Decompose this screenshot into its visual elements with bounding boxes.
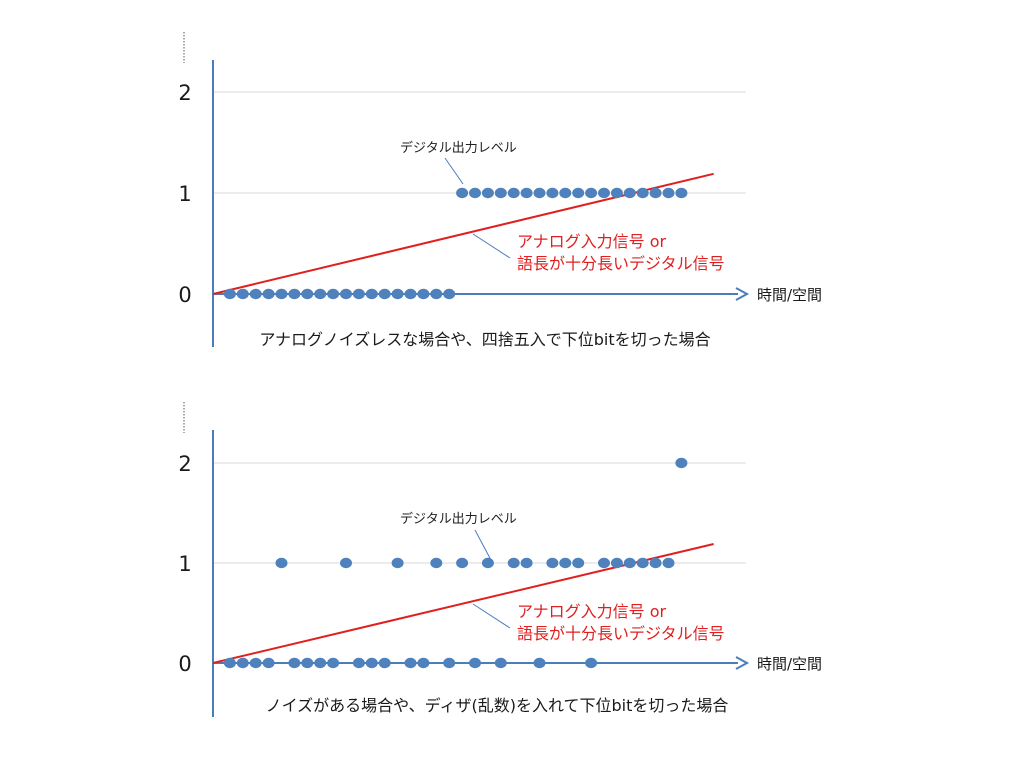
digital-output-point: [559, 557, 572, 569]
digital-output-point: [481, 187, 494, 199]
digital-output-point: [494, 657, 507, 669]
digital-output-point: [352, 657, 365, 669]
digital-output-point: [481, 557, 494, 569]
digital-output-point: [430, 557, 443, 569]
callout-leader-line: [474, 529, 493, 563]
panel-caption: ノイズがある場合や、ディザ(乱数)を入れて下位bitを切った場合: [266, 696, 729, 715]
analog-label-line1: アナログ入力信号 or: [517, 602, 667, 621]
y-tick-label: 0: [178, 652, 191, 676]
digital-output-point: [327, 288, 340, 300]
digital-output-point: [378, 657, 391, 669]
digital-output-point: [456, 187, 469, 199]
digital-output-point: [572, 557, 585, 569]
digital-output-point: [675, 187, 688, 199]
callout-label: デジタル出力レベル: [400, 511, 517, 527]
digital-output-point: [469, 187, 481, 199]
digital-output-point: [546, 187, 559, 199]
digital-output-point: [533, 187, 546, 199]
digital-output-point: [585, 187, 598, 199]
x-axis-label: 時間/空間: [757, 655, 822, 673]
digital-output-point: [391, 557, 404, 569]
digital-output-point: [636, 557, 649, 569]
digital-output-point: [288, 657, 301, 669]
digital-output-point: [507, 557, 520, 569]
x-axis-label: 時間/空間: [757, 286, 822, 304]
digital-output-point: [520, 557, 533, 569]
digital-output-point: [598, 557, 610, 569]
digital-output-point: [275, 557, 288, 569]
digital-output-point: [275, 288, 288, 300]
digital-output-point: [636, 187, 649, 199]
digital-output-point: [623, 557, 636, 569]
digital-output-point: [598, 187, 610, 199]
digital-output-point: [610, 187, 623, 199]
digital-output-point: [546, 557, 559, 569]
digital-output-point: [262, 657, 275, 669]
digital-output-point: [662, 557, 675, 569]
digital-output-point: [404, 657, 417, 669]
digital-output-point: [365, 657, 378, 669]
callout-label: デジタル出力レベル: [400, 140, 517, 156]
digital-output-point: [417, 288, 430, 300]
digital-output-point: [340, 288, 352, 300]
digital-output-point: [533, 657, 546, 669]
analog-label-line2: 語長が十分長いデジタル信号: [517, 254, 725, 273]
y-tick-label: 2: [178, 81, 191, 105]
y-tick-label: 2: [178, 452, 191, 476]
digital-output-point: [443, 288, 456, 300]
digital-output-point: [314, 657, 327, 669]
panel-caption: アナログノイズレスな場合や、四捨五入で下位bitを切った場合: [259, 330, 710, 349]
digital-output-point: [649, 557, 662, 569]
digital-output-point: [649, 187, 662, 199]
digital-output-point: [507, 187, 520, 199]
analog-leader-line: [472, 233, 511, 259]
digital-output-point: [314, 288, 327, 300]
digital-output-point: [662, 187, 675, 199]
y-tick-label: 1: [178, 552, 191, 576]
digital-output-point: [443, 657, 456, 669]
analog-label-line1: アナログ入力信号 or: [517, 232, 667, 251]
digital-output-point: [430, 288, 443, 300]
digital-output-point: [352, 288, 365, 300]
analog-label-line2: 語長が十分長いデジタル信号: [517, 624, 725, 643]
digital-output-point: [456, 557, 469, 569]
digital-output-point: [223, 657, 236, 669]
y-tick-label: 0: [178, 283, 191, 307]
digital-output-point: [223, 288, 236, 300]
digital-output-point: [301, 288, 314, 300]
digital-output-point: [301, 657, 314, 669]
digital-output-point: [365, 288, 378, 300]
x-axis-arrow-icon: [735, 287, 750, 301]
digital-output-point: [469, 657, 481, 669]
digital-output-point: [585, 657, 598, 669]
digital-output-point: [288, 288, 301, 300]
digital-output-point: [391, 288, 404, 300]
digital-output-point: [236, 288, 249, 300]
digital-output-point: [623, 187, 636, 199]
digital-output-point: [559, 187, 572, 199]
digital-output-point: [520, 187, 533, 199]
digital-output-point: [675, 457, 688, 469]
y-tick-label: 1: [178, 182, 191, 206]
digital-output-point: [340, 557, 352, 569]
digital-output-point: [327, 657, 340, 669]
digital-output-point: [572, 187, 585, 199]
digital-output-point: [236, 657, 249, 669]
digital-output-point: [262, 288, 275, 300]
digital-output-point: [404, 288, 417, 300]
callout-leader-line: [444, 157, 464, 185]
digital-output-point: [378, 288, 391, 300]
digital-output-point: [249, 657, 262, 669]
analog-leader-line: [472, 603, 511, 629]
digital-output-point: [249, 288, 262, 300]
digital-output-point: [494, 187, 507, 199]
digital-output-point: [417, 657, 430, 669]
digital-output-point: [610, 557, 623, 569]
x-axis-arrow-icon: [735, 656, 750, 670]
